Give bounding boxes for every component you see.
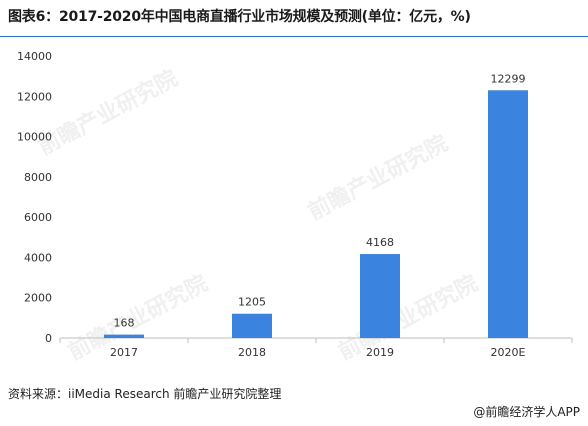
data-label: 12299 [491,72,526,85]
x-tick-label: 2019 [366,346,394,359]
data-label: 168 [114,317,135,330]
y-tick-label: 8000 [24,171,52,184]
bar-chart: 0 2000 4000 6000 8000 10000 12000 14000 168 2017 1… [17,50,573,359]
bar [360,254,400,338]
brand-label: @前瞻经济学人APP [473,405,580,419]
chart-title: 图表6：2017-2020年中国电商直播行业市场规模及预测(单位：亿元，%) [8,9,471,25]
data-label: 4168 [366,236,394,249]
y-tick-label: 14000 [17,50,52,63]
y-tick-label: 10000 [17,131,52,144]
bar [232,313,272,338]
y-tick-label: 12000 [17,90,52,103]
y-tick-label: 4000 [24,251,52,264]
y-tick-label: 6000 [24,211,52,224]
x-tick-label: 2017 [110,346,138,359]
title-rule [0,36,588,37]
bar [488,90,528,338]
x-tick-label: 2018 [238,346,266,359]
bar [104,334,144,338]
x-tick-label: 2020E [491,346,526,359]
source-note: 资料来源：iiMedia Research 前瞻产业研究院整理 [8,387,282,401]
data-label: 1205 [238,296,266,309]
y-tick-label: 0 [45,332,52,345]
y-tick-label: 2000 [24,292,52,305]
